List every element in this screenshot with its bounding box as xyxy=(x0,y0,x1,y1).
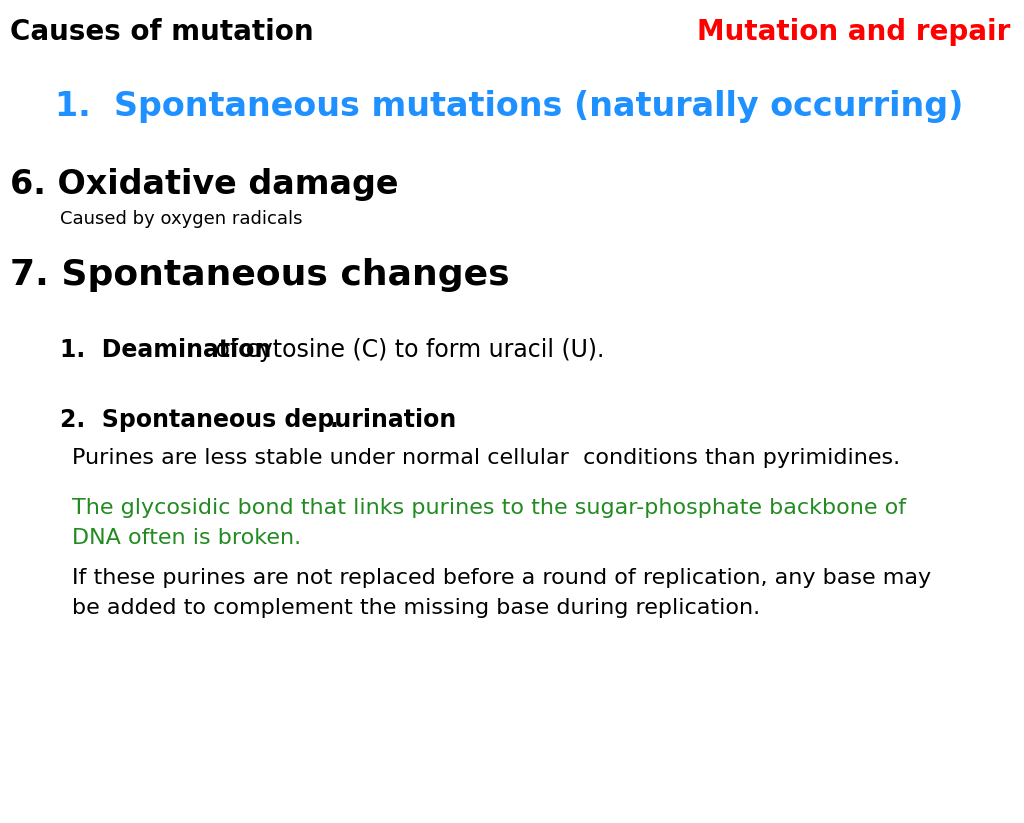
Text: .: . xyxy=(330,408,339,432)
Text: 1.  Spontaneous mutations (naturally occurring): 1. Spontaneous mutations (naturally occu… xyxy=(55,90,964,123)
Text: DNA often is broken.: DNA often is broken. xyxy=(72,528,301,548)
Text: Mutation and repair: Mutation and repair xyxy=(696,18,1010,46)
Text: be added to complement the missing base during replication.: be added to complement the missing base … xyxy=(72,598,760,618)
Text: 7. Spontaneous changes: 7. Spontaneous changes xyxy=(10,258,510,292)
Text: 6. Oxidative damage: 6. Oxidative damage xyxy=(10,168,398,201)
Text: 1.  Deamination: 1. Deamination xyxy=(60,338,271,362)
Text: The glycosidic bond that links purines to the sugar-phosphate backbone of: The glycosidic bond that links purines t… xyxy=(72,498,906,518)
Text: Caused by oxygen radicals: Caused by oxygen radicals xyxy=(60,210,302,228)
Text: 2.  Spontaneous depurination: 2. Spontaneous depurination xyxy=(60,408,457,432)
Text: If these purines are not replaced before a round of replication, any base may: If these purines are not replaced before… xyxy=(72,568,931,588)
Text: of cytosine (C) to form uracil (U).: of cytosine (C) to form uracil (U). xyxy=(208,338,604,362)
Text: Purines are less stable under normal cellular  conditions than pyrimidines.: Purines are less stable under normal cel… xyxy=(72,448,900,468)
Text: Causes of mutation: Causes of mutation xyxy=(10,18,313,46)
